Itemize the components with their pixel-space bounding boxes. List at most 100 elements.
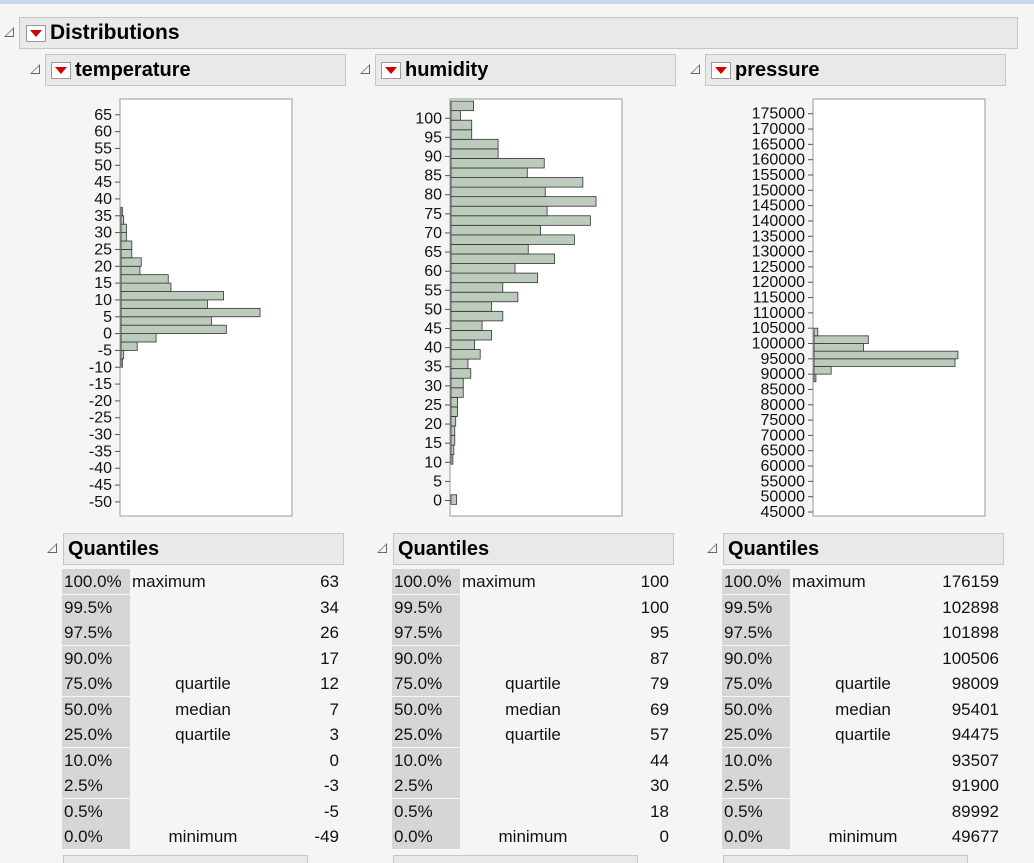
axis-tick-label: 30 xyxy=(94,225,112,242)
quantile-row: 10.0% 93507 xyxy=(722,747,1002,773)
histogram-bar xyxy=(813,373,817,383)
quantile-value: 101898 xyxy=(942,623,999,642)
panel-header: temperature xyxy=(45,54,346,86)
axis-tick-label: 105000 xyxy=(752,320,805,337)
axis-tick-label: 0 xyxy=(103,326,112,343)
axis-tick-label: 0 xyxy=(433,493,442,510)
quantile-row: 10.0% 0 xyxy=(62,747,342,773)
histogram-bar xyxy=(120,232,127,242)
histogram-bar xyxy=(120,291,224,301)
dropdown-arrow-icon xyxy=(385,66,397,74)
red-menu-button[interactable] xyxy=(381,61,401,79)
quantile-row: 25.0% quartile 57 xyxy=(392,722,672,747)
axis-tick-label: -15 xyxy=(89,376,112,393)
histogram-bar xyxy=(450,301,492,312)
collapse-triangle-icon[interactable] xyxy=(47,543,57,553)
axis-tick-label: 95000 xyxy=(761,351,806,368)
histogram-bar xyxy=(450,349,481,360)
histogram-bar xyxy=(450,253,556,264)
axis-tick-label: 60 xyxy=(94,124,112,141)
quantile-value: 63 xyxy=(320,572,339,591)
histogram-bar xyxy=(450,110,461,121)
quantile-percent: 50.0% xyxy=(722,696,790,722)
axis-tick-label: 55000 xyxy=(761,473,806,490)
histogram-bar xyxy=(450,368,472,379)
histogram-bar xyxy=(450,244,529,255)
histogram-bar xyxy=(450,377,464,389)
quantile-row: 99.5% 100 xyxy=(392,594,672,620)
quantile-name: quartile xyxy=(505,674,561,693)
quantile-percent: 2.5% xyxy=(392,773,460,798)
histogram-bar xyxy=(450,100,475,112)
axis-tick-label: 15 xyxy=(424,435,442,452)
quantile-value: 69 xyxy=(650,699,669,719)
quantile-value: 7 xyxy=(329,699,339,719)
quantile-percent: 90.0% xyxy=(62,645,130,671)
quantile-percent: 99.5% xyxy=(62,594,130,620)
axis-tick-label: 40 xyxy=(94,191,112,208)
axis-tick-label: 165000 xyxy=(752,136,805,153)
histogram-bar xyxy=(813,335,869,344)
histogram-bar xyxy=(450,196,597,207)
quantile-row: 2.5% 30 xyxy=(392,773,672,798)
quantile-percent: 75.0% xyxy=(62,671,130,696)
quantile-name: median xyxy=(505,699,561,719)
quantile-percent: 100.0% xyxy=(62,569,130,594)
quantile-name: maximum xyxy=(132,572,206,591)
axis-tick-label: 30 xyxy=(424,378,442,395)
quantile-percent: 0.0% xyxy=(722,824,790,849)
axis-tick-label: 80 xyxy=(424,187,442,204)
quantiles-header: Quantiles xyxy=(393,533,674,565)
histogram-bar xyxy=(120,341,138,351)
quantile-value: 91900 xyxy=(951,776,999,795)
quantile-value: 100 xyxy=(640,572,669,591)
axis-tick-label: 90 xyxy=(424,149,442,166)
histogram-bar xyxy=(120,316,212,326)
axis-tick-label: 25 xyxy=(424,397,442,414)
histogram-bar xyxy=(120,206,123,217)
histogram-bar xyxy=(450,234,575,245)
quantile-row: 100.0% maximum 176159 xyxy=(722,569,1002,594)
quantile-value: 79 xyxy=(650,674,669,693)
histogram-bar xyxy=(450,396,458,408)
red-menu-button[interactable] xyxy=(51,61,71,79)
quantile-percent: 25.0% xyxy=(62,722,130,747)
axis-tick-label: 140000 xyxy=(752,213,805,230)
quantile-row: 25.0% quartile 94475 xyxy=(722,722,1002,747)
axis-tick-label: 135000 xyxy=(752,228,805,245)
axis-tick-label: 60 xyxy=(424,263,442,280)
axis-tick-label: 110000 xyxy=(753,305,805,322)
quantile-row: 100.0% maximum 100 xyxy=(392,569,672,594)
collapse-triangle-icon[interactable] xyxy=(360,64,370,74)
collapse-triangle-icon[interactable] xyxy=(377,543,387,553)
quantile-row: 10.0% 44 xyxy=(392,747,672,773)
histogram-bar xyxy=(450,282,504,293)
histogram-bar xyxy=(120,249,133,259)
axis-tick-label: 100 xyxy=(415,110,442,127)
quantiles-title: Quantiles xyxy=(398,537,490,560)
quantile-percent: 75.0% xyxy=(722,671,790,696)
quantile-value: 93507 xyxy=(951,750,999,770)
quantile-value: 95 xyxy=(650,623,669,642)
histogram-bar xyxy=(450,158,545,169)
collapse-triangle-icon[interactable] xyxy=(707,543,717,553)
quantile-value: 26 xyxy=(320,623,339,642)
red-menu-button[interactable] xyxy=(711,61,731,79)
histogram-bar xyxy=(450,263,516,274)
report-title: Distributions xyxy=(50,21,180,44)
axis-tick-label: 85000 xyxy=(761,381,806,398)
axis-tick-label: 75000 xyxy=(761,412,806,429)
collapse-triangle-icon[interactable] xyxy=(690,64,700,74)
quantile-percent: 100.0% xyxy=(722,569,790,594)
histogram-bar xyxy=(450,406,458,417)
collapse-triangle-icon[interactable] xyxy=(30,64,40,74)
histogram-bar xyxy=(120,215,125,225)
red-menu-button[interactable] xyxy=(26,24,46,42)
axis-tick-label: -30 xyxy=(89,427,112,444)
histogram-bar xyxy=(450,454,454,465)
histogram-bar xyxy=(813,343,864,352)
axis-tick-label: 70 xyxy=(424,225,442,242)
collapse-triangle-icon[interactable] xyxy=(4,27,14,37)
axis-tick-label: -45 xyxy=(89,477,112,494)
histogram-bar xyxy=(450,138,499,150)
